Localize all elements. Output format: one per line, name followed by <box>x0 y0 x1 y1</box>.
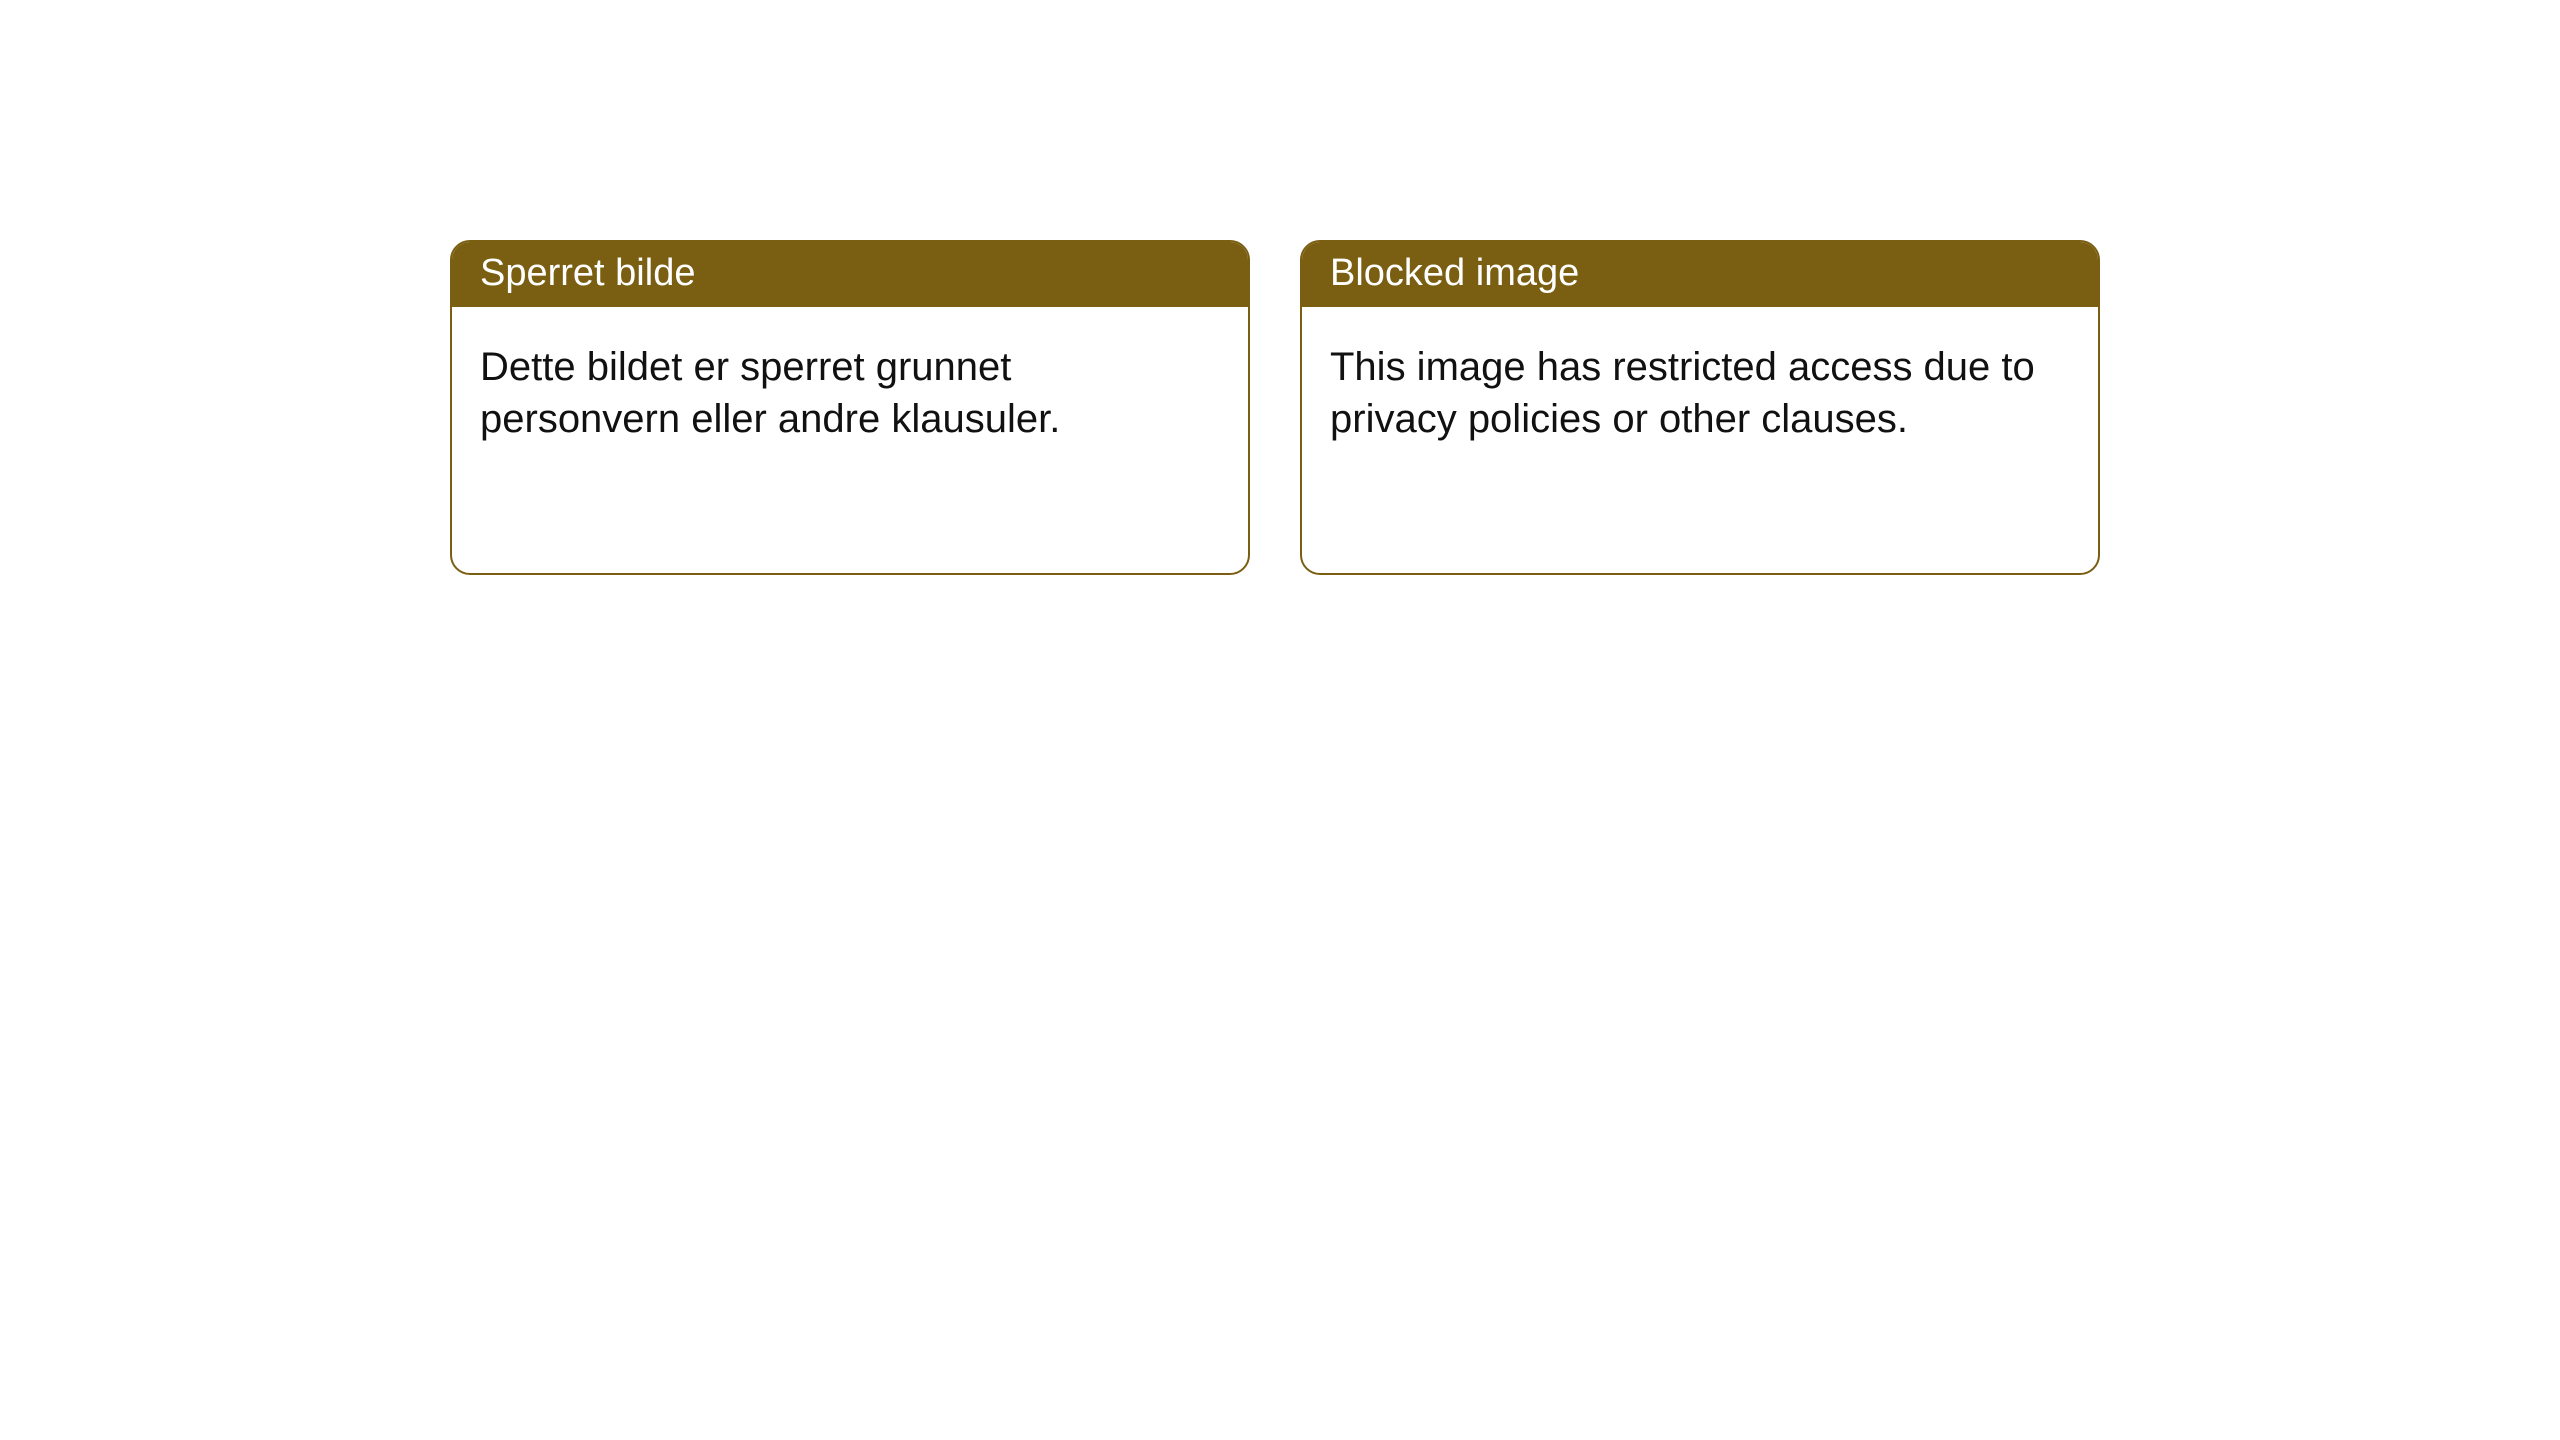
notice-header: Sperret bilde <box>452 242 1248 307</box>
notice-body: Dette bildet er sperret grunnet personve… <box>452 307 1248 479</box>
notice-text: Dette bildet er sperret grunnet personve… <box>480 345 1060 441</box>
notice-title: Blocked image <box>1330 252 1579 294</box>
notice-header: Blocked image <box>1302 242 2098 307</box>
notice-title: Sperret bilde <box>480 252 695 294</box>
notice-container: Sperret bilde Dette bildet er sperret gr… <box>450 240 2100 575</box>
notice-card-norwegian: Sperret bilde Dette bildet er sperret gr… <box>450 240 1250 575</box>
notice-body: This image has restricted access due to … <box>1302 307 2098 479</box>
notice-text: This image has restricted access due to … <box>1330 345 2035 441</box>
notice-card-english: Blocked image This image has restricted … <box>1300 240 2100 575</box>
